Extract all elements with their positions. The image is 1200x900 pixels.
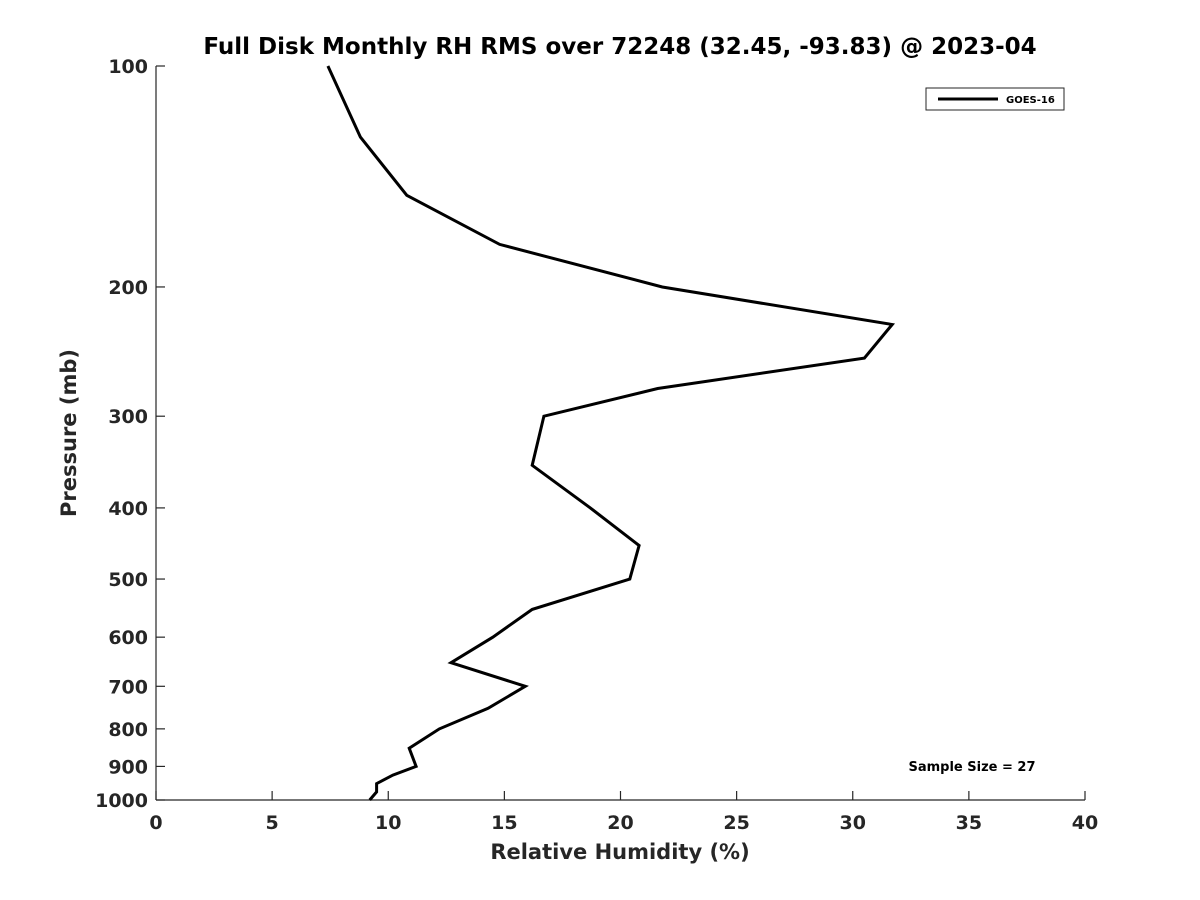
y-tick-label: 800 [108, 719, 148, 741]
y-tick-label: 900 [108, 756, 148, 778]
x-tick-label: 40 [1072, 812, 1098, 834]
y-tick-label: 300 [108, 406, 148, 428]
x-tick-label: 10 [375, 812, 401, 834]
plot-axes: 0 5 10 15 20 25 30 35 40 100 200 300 400 500 600 700 800… [95, 56, 1098, 834]
legend-label: GOES-16 [1006, 95, 1055, 106]
y-tick-label: 400 [108, 498, 148, 520]
x-tick-label: 30 [840, 812, 866, 834]
y-axis-title: Pressure (mb) [57, 349, 81, 517]
y-tick-label: 500 [108, 569, 148, 591]
plot-series [326, 65, 896, 801]
y-tick-label: 700 [108, 676, 148, 698]
x-tick-label: 25 [723, 812, 749, 834]
series-line-goes-16 [326, 65, 896, 801]
legend: GOES-16 [925, 87, 1065, 111]
y-tick-label: 100 [108, 56, 148, 78]
x-tick-label: 5 [266, 812, 279, 834]
x-tick-label: 35 [956, 812, 982, 834]
y-tick-label: 200 [108, 277, 148, 299]
x-tick-label: 15 [491, 812, 517, 834]
y-tick-label: 1000 [95, 790, 148, 812]
x-tick-label: 20 [607, 812, 633, 834]
x-tick-label: 0 [149, 812, 162, 834]
y-tick-label: 600 [108, 627, 148, 649]
chart-title: Full Disk Monthly RH RMS over 72248 (32.… [203, 34, 1036, 60]
x-axis-title: Relative Humidity (%) [490, 840, 749, 864]
sample-size-annotation: Sample Size = 27 [908, 760, 1035, 775]
